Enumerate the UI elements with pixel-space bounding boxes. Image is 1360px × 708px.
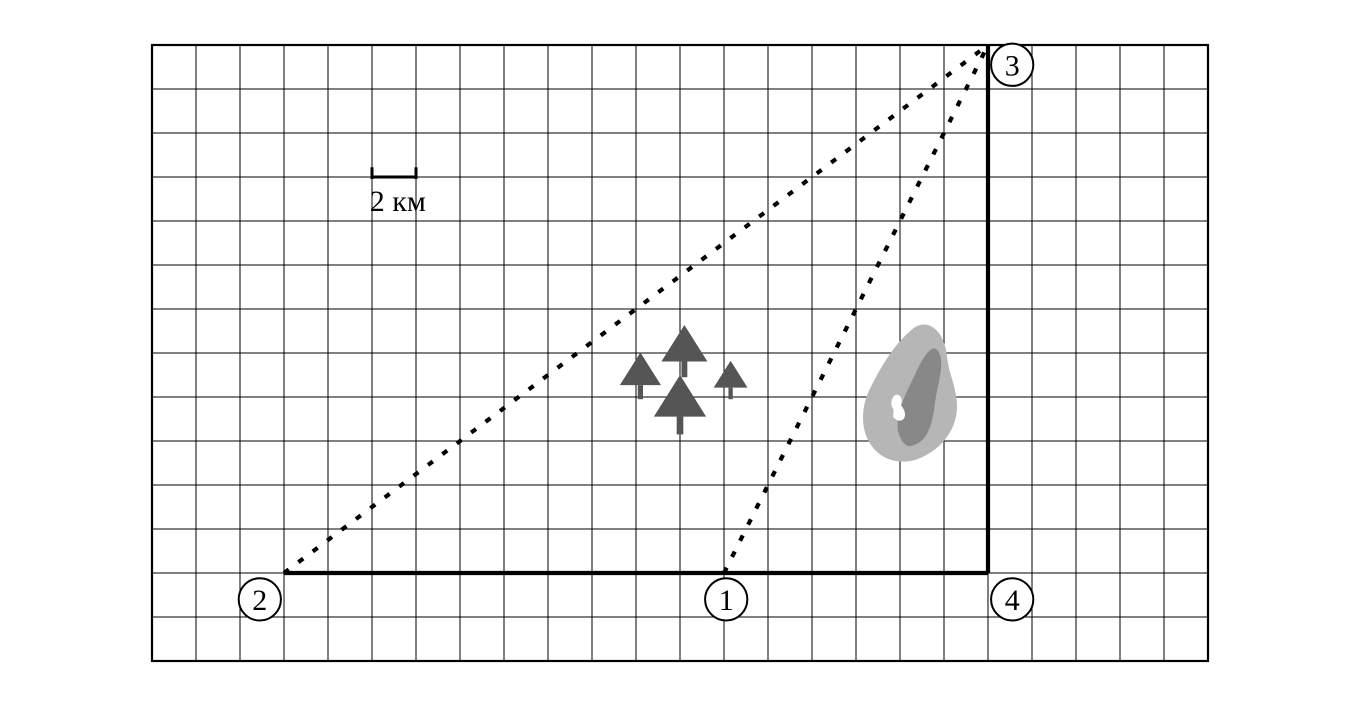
map-svg: 1 2 3 4 [0,0,1360,708]
node-label-4: 4 [1005,584,1020,617]
node-label-2: 2 [252,584,267,617]
node-label-1: 1 [719,584,734,617]
node-label-3: 3 [1005,49,1020,82]
map-stage: 1 2 3 4 2 км [0,0,1360,708]
scale-label: 2 км [370,185,426,219]
